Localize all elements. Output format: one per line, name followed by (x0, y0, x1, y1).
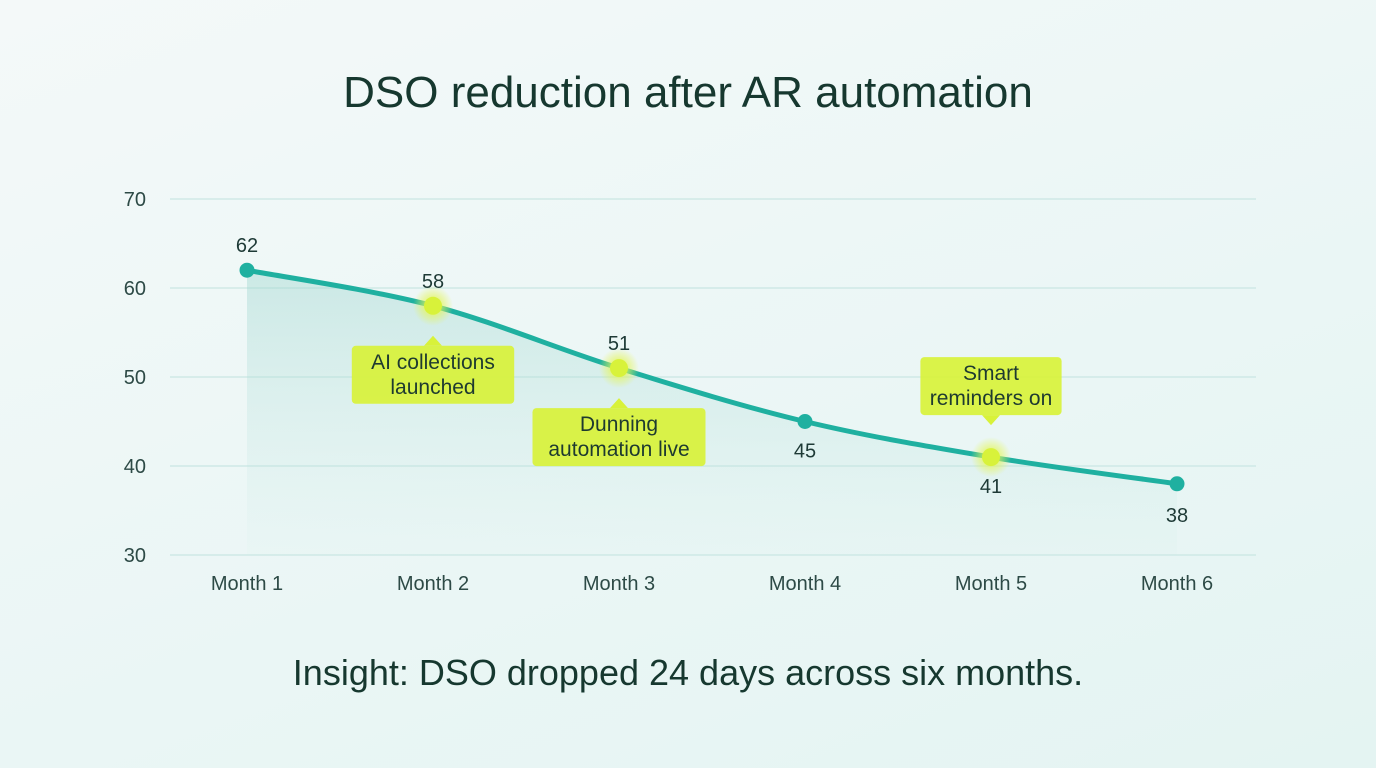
y-tick-label: 50 (124, 367, 146, 389)
annotation-box (920, 357, 1062, 416)
y-tick-label: 30 (124, 545, 146, 567)
data-point-highlight (982, 448, 1000, 467)
series-line (244, 267, 1180, 487)
x-tick-label: Month 2 (397, 573, 469, 595)
data-point-highlight (610, 359, 628, 378)
data-label: 45 (794, 441, 816, 463)
annotation-pointer (610, 398, 628, 409)
annotation-text: AI collections (371, 351, 495, 374)
insight-text: Insight: DSO dropped 24 days across six … (292, 652, 1084, 693)
y-tick-label: 70 (124, 189, 146, 211)
x-tick-label: Month 3 (583, 573, 655, 595)
y-tick-label: 40 (124, 456, 146, 478)
area-fill (247, 270, 1177, 555)
annotation-box (351, 345, 515, 404)
y-tick-label: 60 (124, 278, 146, 300)
data-label: 58 (422, 271, 444, 293)
annotation-pointer (982, 415, 1000, 426)
data-point (797, 414, 813, 429)
chart-title: DSO reduction after AR automation (343, 68, 1033, 117)
annotation-text: reminders on (930, 387, 1053, 410)
annotation-text: Smart (963, 362, 1019, 385)
data-point (1169, 476, 1185, 492)
data-label: 38 (1166, 505, 1188, 527)
data-label: 41 (980, 476, 1002, 498)
data-point (239, 262, 255, 278)
data-label: 51 (608, 333, 630, 355)
annotation-text: automation live (548, 438, 689, 461)
data-point-highlight (424, 296, 442, 315)
annotation-pointer (424, 335, 442, 346)
x-tick-label: Month 1 (211, 573, 283, 595)
annotation-text: Dunning (580, 413, 658, 436)
data-label: 62 (236, 235, 258, 257)
x-tick-label: Month 4 (769, 573, 841, 595)
annotation-box (532, 408, 706, 467)
x-tick-label: Month 6 (1141, 573, 1213, 595)
annotation-text: launched (390, 376, 475, 399)
x-tick-label: Month 5 (955, 573, 1027, 595)
